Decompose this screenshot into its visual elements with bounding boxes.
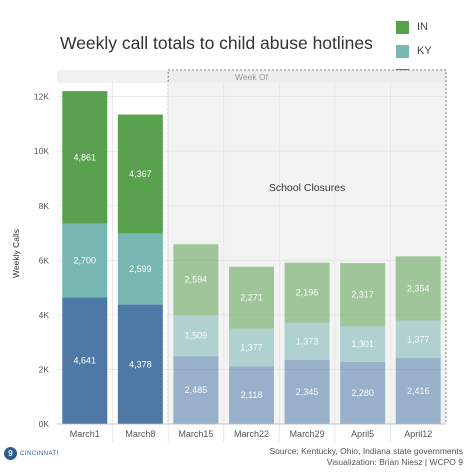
bar-value-label: 2,354 — [407, 283, 430, 293]
legend-item-in: IN — [396, 17, 434, 37]
y-tick-label: 6K — [39, 255, 50, 265]
bar-oh — [173, 356, 219, 424]
bar-value-label: 1,301 — [351, 339, 374, 349]
bar-ky — [62, 223, 108, 298]
bar-in — [62, 91, 108, 224]
y-tick-label: 10K — [34, 146, 49, 156]
legend-label-ky: KY — [417, 45, 432, 57]
chart-title: Weekly call totals to child abuse hotlin… — [60, 33, 373, 53]
source-note: Source: Kentucky, Ohio, Indiana state go… — [269, 446, 463, 468]
bar-value-label: 1,509 — [185, 331, 208, 341]
bar-value-label: 2,599 — [129, 264, 152, 274]
bar-value-label: 2,345 — [296, 387, 319, 397]
bar-in — [395, 256, 441, 321]
bar-ky — [173, 315, 219, 357]
bar-value-label: 2,416 — [407, 386, 430, 396]
bar-in — [340, 263, 386, 327]
bar-ky — [229, 328, 274, 367]
x-tick-label: March8 — [125, 429, 155, 439]
bar-oh — [117, 304, 163, 424]
bar-value-label: 2,485 — [185, 385, 208, 395]
y-axis-title: Weekly Calls — [11, 229, 21, 278]
bar-value-label: 2,700 — [74, 256, 97, 266]
bar-oh — [395, 358, 441, 424]
legend-swatch-ky — [396, 44, 409, 58]
bar-value-label: 4,641 — [74, 356, 97, 366]
logo-mark: 9 — [4, 447, 17, 460]
bar-in — [229, 266, 274, 329]
x-tick-label: April5 — [351, 429, 374, 439]
y-tick-label: 8K — [39, 201, 50, 211]
x-tick-label: April12 — [404, 429, 432, 439]
legend-label-in: IN — [417, 21, 428, 33]
bar-oh — [229, 366, 274, 424]
bar-value-label: 2,118 — [241, 390, 263, 400]
bar-oh — [284, 360, 330, 424]
school-closures-annotation: School Closures — [269, 182, 345, 194]
bar-value-label: 4,861 — [74, 152, 97, 162]
y-tick-label: 0K — [39, 419, 50, 429]
station-logo: 9 CINCINNATI — [4, 447, 59, 460]
bar-value-label: 4,367 — [129, 169, 152, 179]
bar-value-label: 1,377 — [240, 342, 263, 352]
bar-oh — [62, 297, 108, 424]
logo-text: CINCINNATI — [20, 450, 59, 457]
bar-value-label: 1,373 — [296, 336, 319, 346]
x-tick-label: March29 — [290, 429, 325, 439]
bar-value-label: 2,594 — [185, 275, 208, 285]
bar-value-label: 4,378 — [129, 359, 152, 369]
bar-ky — [340, 326, 386, 362]
bar-value-label: 2,196 — [296, 288, 319, 298]
bar-in — [284, 262, 330, 323]
bar-in — [117, 114, 163, 234]
bar-ky — [117, 233, 163, 305]
legend-swatch-in — [396, 20, 409, 34]
y-tick-label: 4K — [39, 310, 50, 320]
bar-value-label: 1,377 — [407, 334, 430, 344]
bar-ky — [395, 320, 441, 359]
bar-value-label: 2,271 — [240, 293, 263, 303]
x-tick-label: March22 — [234, 429, 269, 439]
y-tick-label: 2K — [39, 364, 50, 374]
bar-value-label: 2,280 — [351, 388, 374, 398]
legend-item-ky: KY — [396, 41, 434, 61]
bar-ky — [284, 322, 330, 361]
y-tick-label: 12K — [34, 92, 49, 102]
bar-value-label: 2,317 — [351, 290, 374, 300]
credit-line: Visualization: Brian Niesz | WCPO 9 — [326, 457, 463, 467]
bar-in — [173, 244, 219, 316]
x-tick-label: March15 — [178, 429, 213, 439]
x-tick-label: March1 — [70, 429, 100, 439]
bar-oh — [340, 361, 386, 424]
source-line: Source: Kentucky, Ohio, Indiana state go… — [269, 446, 463, 456]
